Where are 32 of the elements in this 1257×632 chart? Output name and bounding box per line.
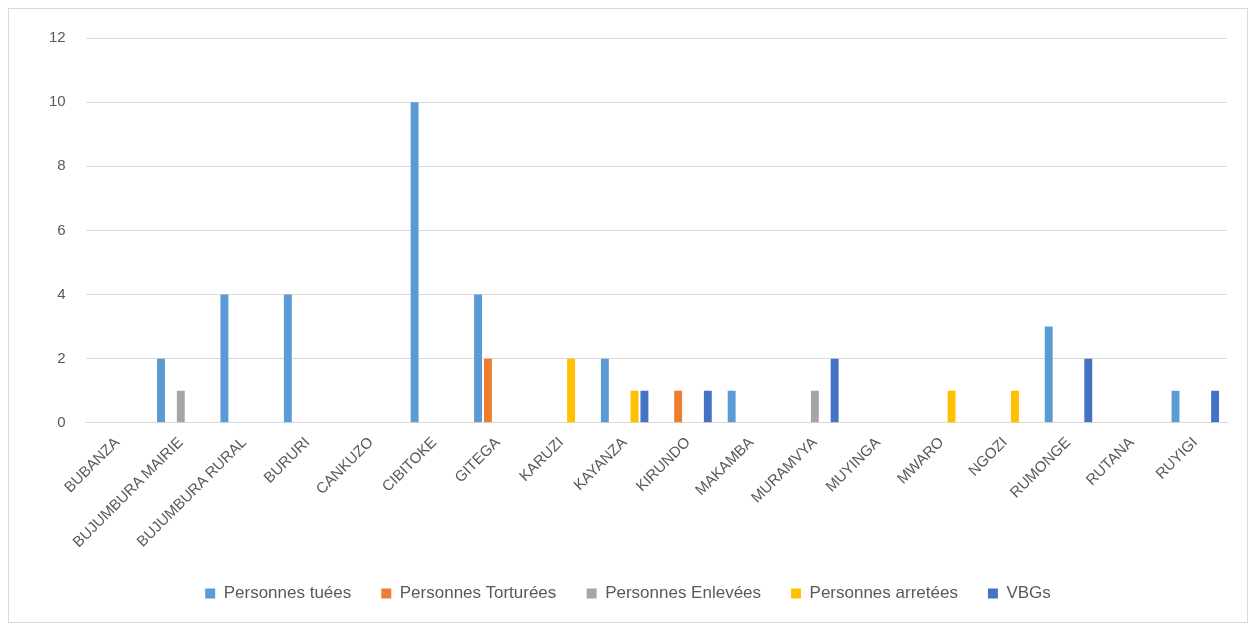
legend-label: Personnes tuées [223, 583, 352, 603]
y-tick-label: 12 [49, 28, 66, 46]
bar [640, 390, 649, 423]
legend-label: VBGs [1006, 583, 1051, 603]
y-tick-label: 0 [57, 412, 66, 430]
legend-label: Personnes Enlevées [605, 583, 762, 603]
y-tick-label: 4 [57, 284, 66, 302]
bar [283, 294, 292, 423]
bar [567, 358, 576, 423]
bar [1211, 390, 1220, 423]
y-tick-label: 2 [57, 348, 66, 366]
bar [410, 102, 419, 423]
bar [727, 390, 736, 423]
y-tick-label: 6 [57, 220, 66, 238]
bar [176, 390, 185, 423]
y-tick-label: 10 [49, 92, 66, 110]
legend-label: Personnes Torturées [399, 583, 557, 603]
bar [703, 390, 712, 423]
bar [1044, 326, 1053, 423]
bar [1011, 390, 1019, 423]
bar [600, 358, 609, 423]
y-tick-label: 8 [57, 156, 66, 174]
legend-label: Personnes arretées [809, 583, 958, 603]
bar [220, 294, 229, 423]
bar [157, 358, 165, 423]
bar [810, 390, 819, 423]
bar [1084, 358, 1093, 423]
bar [674, 390, 683, 423]
bar [947, 390, 956, 423]
bar [483, 358, 492, 423]
bar [474, 294, 482, 423]
bar [830, 358, 839, 423]
